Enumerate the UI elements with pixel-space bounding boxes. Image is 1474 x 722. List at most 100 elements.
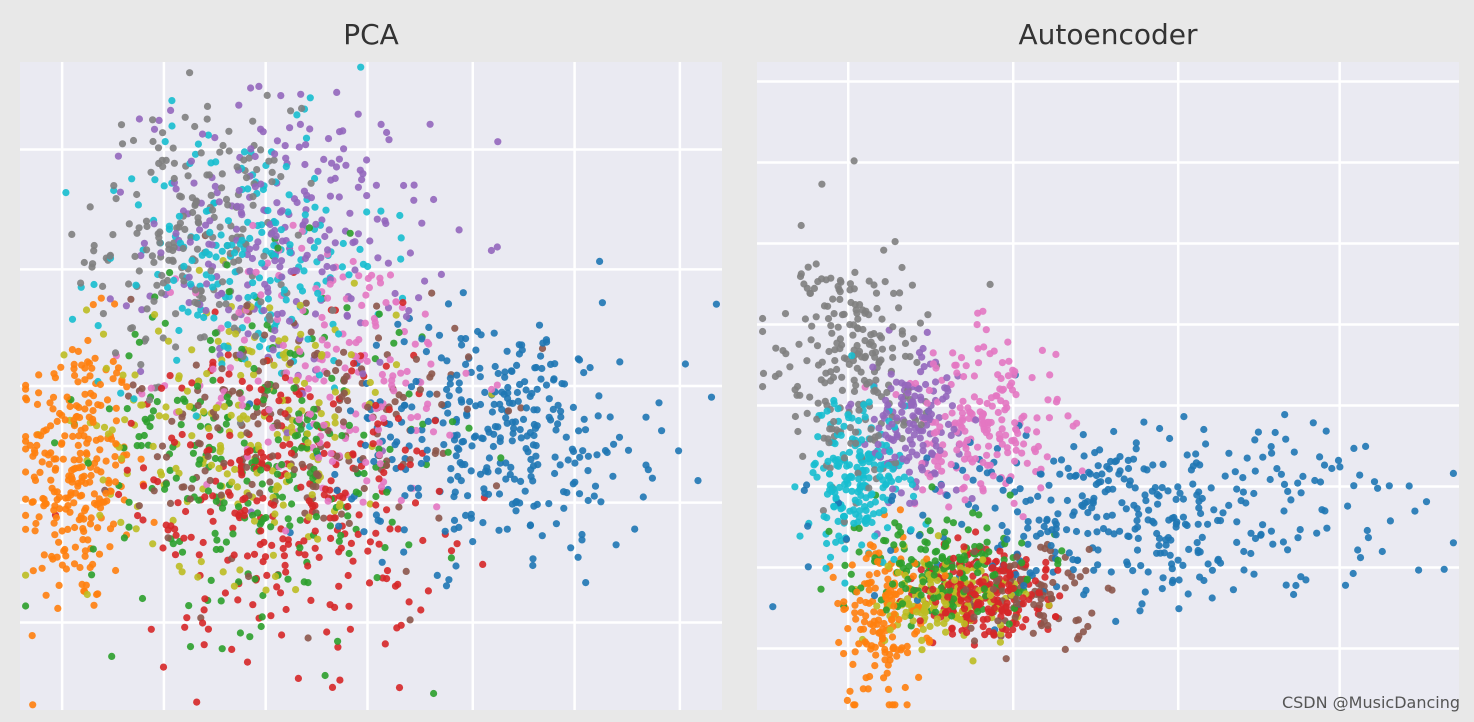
scatter-point-brown	[201, 467, 209, 475]
scatter-point-orange	[40, 551, 48, 559]
scatter-point-red	[268, 541, 276, 549]
scatter-point-blue	[446, 374, 454, 382]
scatter-point-red	[383, 506, 391, 514]
scatter-point-green	[405, 541, 413, 549]
scatter-point-purple	[884, 401, 892, 409]
scatter-point-blue	[490, 430, 498, 438]
scatter-point-gray	[833, 365, 841, 373]
scatter-point-olive	[371, 388, 379, 396]
scatter-point-red	[205, 446, 213, 454]
scatter-point-gray	[99, 282, 107, 290]
scatter-point-blue	[538, 532, 546, 540]
scatter-point-cyan	[841, 512, 849, 520]
scatter-point-orange	[47, 476, 55, 484]
scatter-point-blue	[999, 486, 1007, 494]
scatter-point-brown	[1012, 600, 1021, 608]
scatter-point-gray	[249, 193, 257, 201]
scatter-point-pink	[279, 341, 287, 350]
scatter-point-purple	[405, 307, 413, 315]
scatter-point-blue	[445, 392, 453, 400]
scatter-point-purple	[327, 176, 335, 184]
scatter-point-orange	[50, 455, 58, 463]
scatter-point-purple	[116, 188, 124, 196]
scatter-point-gray	[874, 432, 883, 440]
scatter-point-blue	[455, 379, 463, 387]
scatter-point-blue	[1124, 532, 1132, 540]
scatter-point-gray	[118, 140, 127, 148]
scatter-point-blue	[550, 375, 558, 383]
scatter-point-green	[297, 444, 305, 452]
scatter-point-brown	[206, 476, 214, 485]
scatter-point-gray	[109, 231, 117, 239]
scatter-point-red	[178, 384, 186, 392]
scatter-point-purple	[277, 92, 285, 100]
scatter-point-blue	[496, 434, 504, 442]
scatter-point-blue	[452, 452, 460, 460]
scatter-point-blue	[800, 486, 808, 494]
scatter-point-cyan	[165, 225, 173, 233]
scatter-point-purple	[233, 202, 241, 210]
scatter-point-red	[265, 415, 274, 423]
scatter-point-pink	[1033, 414, 1041, 422]
scatter-point-brown	[254, 420, 262, 428]
scatter-point-brown	[298, 460, 306, 468]
scatter-point-blue	[1185, 545, 1193, 553]
scatter-point-olive	[162, 413, 170, 421]
scatter-point-gray	[149, 137, 157, 146]
scatter-point-pink	[388, 376, 396, 384]
scatter-point-brown	[333, 452, 341, 460]
scatter-point-cyan	[865, 455, 873, 463]
scatter-point-blue	[439, 419, 447, 427]
scatter-point-green	[84, 459, 92, 467]
scatter-point-red	[183, 614, 191, 622]
scatter-point-blue	[1135, 510, 1143, 518]
scatter-point-blue	[580, 369, 588, 377]
scatter-point-gray	[253, 166, 261, 174]
scatter-point-blue	[1322, 427, 1330, 435]
scatter-point-purple	[493, 243, 501, 251]
scatter-point-blue	[426, 390, 434, 398]
scatter-point-cyan	[858, 541, 866, 549]
scatter-point-brown	[1085, 545, 1093, 553]
scatter-point-blue	[1037, 470, 1045, 478]
scatter-point-red	[253, 398, 261, 406]
scatter-point-green	[942, 539, 950, 547]
scatter-point-cyan	[329, 320, 337, 328]
scatter-point-brown	[999, 587, 1007, 595]
scatter-point-purple	[421, 277, 429, 285]
scatter-point-gray	[149, 116, 157, 124]
scatter-point-blue	[568, 445, 577, 453]
scatter-point-green	[964, 526, 972, 534]
scatter-point-blue	[1299, 472, 1307, 480]
scatter-point-purple	[437, 270, 445, 278]
scatter-point-gray	[840, 354, 848, 362]
scatter-point-gray	[158, 271, 166, 280]
scatter-point-cyan	[841, 480, 849, 488]
scatter-point-purple	[314, 167, 322, 175]
scatter-point-purple	[287, 267, 295, 275]
scatter-point-blue	[558, 380, 566, 388]
scatter-point-brown	[1013, 595, 1021, 603]
scatter-point-pink	[996, 435, 1004, 443]
scatter-point-olive	[195, 266, 203, 274]
scatter-point-blue	[526, 522, 534, 530]
scatter-point-blue	[562, 433, 570, 441]
scatter-point-cyan	[280, 286, 289, 294]
scatter-point-blue	[1094, 561, 1102, 569]
scatter-point-orange	[876, 628, 884, 636]
scatter-point-pink	[962, 362, 970, 370]
scatter-point-red	[336, 492, 344, 500]
scatter-point-blue	[1225, 449, 1233, 457]
scatter-point-pink	[965, 414, 973, 423]
scatter-point-gray	[846, 321, 854, 329]
scatter-point-olive	[336, 500, 344, 508]
scatter-point-red	[323, 441, 331, 449]
scatter-point-cyan	[848, 352, 856, 360]
scatter-point-orange	[29, 452, 37, 460]
scatter-point-pink	[952, 361, 960, 369]
scatter-point-orange	[844, 625, 852, 633]
scatter-point-orange	[857, 625, 865, 634]
scatter-point-red	[226, 431, 234, 439]
scatter-point-pink	[1012, 446, 1020, 454]
scatter-point-purple	[906, 499, 914, 507]
